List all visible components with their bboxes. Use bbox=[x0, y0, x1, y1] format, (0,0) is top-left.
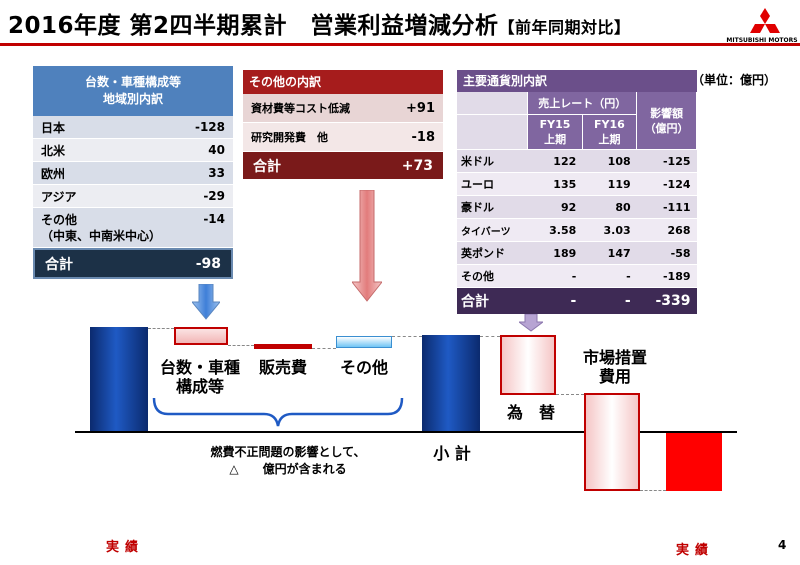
table-row: 英ポンド 189 147 -58 bbox=[457, 241, 697, 265]
fx-label: 為 替 bbox=[506, 403, 555, 422]
fy16-column-header: FY16 上期 bbox=[582, 114, 638, 150]
currency-total-row: 合計 - - -339 bbox=[457, 287, 697, 314]
table-row: 豪ドル 92 80 -111 bbox=[457, 195, 697, 219]
down-arrow-red-icon bbox=[352, 190, 382, 302]
table-row: タイバーツ 3.58 3.03 268 bbox=[457, 218, 697, 242]
result-bar bbox=[666, 433, 722, 491]
baseline bbox=[75, 431, 737, 433]
region-total-row: 合計 -98 bbox=[33, 248, 233, 279]
table-row: 研究開発費 他 -18 bbox=[243, 123, 443, 152]
start-bar bbox=[90, 327, 148, 431]
table-row: 日本 -128 bbox=[33, 116, 233, 139]
volume-label: 台数・車種 構成等 bbox=[159, 358, 240, 396]
currency-breakdown-table: 主要通貨別内訳 売上レート（円） 影響額（億円） FY15 上期 FY16 上期… bbox=[457, 70, 697, 314]
sales-cost-bar bbox=[254, 344, 312, 349]
table-row: その他 （中東、中南米中心） -14 bbox=[33, 208, 233, 248]
page-title: 2016年度 第2四半期累計 営業利益増減分析【前年同期対比】 bbox=[8, 13, 631, 39]
end-result-label: 実績 bbox=[676, 543, 715, 558]
table-row: アジア -29 bbox=[33, 185, 233, 208]
market-measures-bar bbox=[584, 393, 640, 491]
other-label: その他 bbox=[339, 358, 388, 377]
mitsubishi-logo-icon bbox=[750, 8, 780, 33]
other-table-header: その他の内訳 bbox=[243, 70, 443, 94]
down-arrow-blue-icon bbox=[192, 284, 220, 320]
other-total-row: 合計 +73 bbox=[243, 152, 443, 179]
market-measures-label: 市場措置 費用 bbox=[582, 348, 647, 386]
volume-bar bbox=[174, 327, 228, 345]
table-row: 米ドル 122 108 -125 bbox=[457, 149, 697, 173]
title-rule bbox=[0, 43, 800, 46]
brand-name: MITSUBISHI MOTORS bbox=[726, 37, 798, 44]
group-brace bbox=[152, 397, 404, 427]
fy15-column-header: FY15 上期 bbox=[527, 114, 583, 150]
region-table-header: 台数・車種構成等 地域別内訳 bbox=[33, 66, 233, 116]
unit-label: （単位：億円） bbox=[692, 73, 777, 87]
sales-cost-label: 販売費 bbox=[258, 358, 307, 377]
other-breakdown-table: その他の内訳 資材費等コスト低減 +91 研究開発費 他 -18 合計 +73 bbox=[243, 70, 443, 179]
rate-column-header: 売上レート（円） bbox=[527, 92, 638, 115]
region-breakdown-table: 台数・車種構成等 地域別内訳 日本 -128 北米 40 欧州 33 アジア -29 その… bbox=[33, 66, 233, 279]
table-row: 北米 40 bbox=[33, 139, 233, 162]
down-arrow-purple-icon bbox=[519, 314, 543, 332]
impact-column-header: 影響額（億円） bbox=[636, 92, 697, 150]
other-bar bbox=[336, 336, 392, 348]
table-row: 資材費等コスト低減 +91 bbox=[243, 94, 443, 123]
fx-bar bbox=[500, 335, 556, 395]
table-row: ユーロ 135 119 -124 bbox=[457, 172, 697, 196]
subtotal-label: 小 計 bbox=[433, 444, 471, 463]
start-result-label: 実績 bbox=[106, 540, 145, 555]
subtotal-bar bbox=[422, 335, 480, 431]
page-number: 4 bbox=[778, 538, 787, 552]
impact-note: 燃費不正問題の影響として、 △ 億円が含まれる bbox=[210, 445, 366, 476]
table-row: その他 - - -189 bbox=[457, 264, 697, 288]
currency-table-header: 主要通貨別内訳 bbox=[457, 70, 697, 92]
table-row: 欧州 33 bbox=[33, 162, 233, 185]
